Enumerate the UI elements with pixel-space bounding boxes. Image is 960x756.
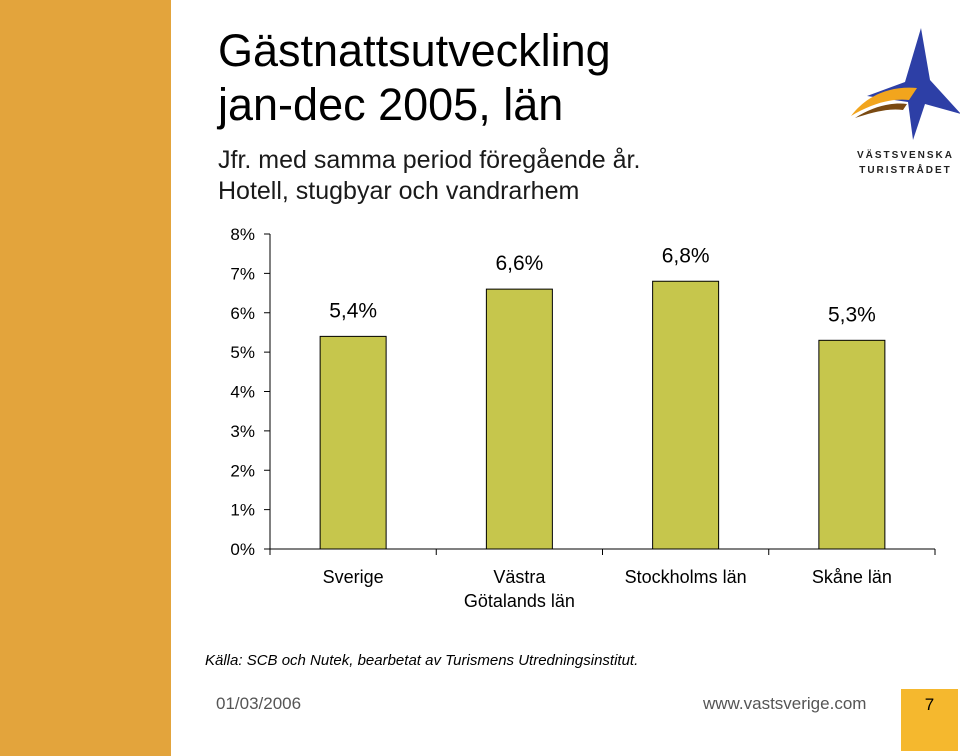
footer-url[interactable]: www.vastsverige.com	[703, 694, 867, 713]
logo-text-line-2: TURISTRÅDET	[859, 165, 952, 176]
data-label: 5,3%	[828, 303, 876, 326]
bar	[818, 339, 886, 550]
bar	[652, 280, 720, 550]
side-bar	[0, 0, 171, 756]
category-label: Skåne län	[812, 567, 892, 587]
category-label: Götalands län	[464, 591, 575, 611]
source-note: Källa: SCB och Nutek, bearbetat av Turis…	[205, 652, 639, 669]
logo-swoosh-dark-icon	[855, 103, 907, 118]
y-tick-label: 3%	[230, 422, 255, 441]
title-line-1: Gästnattsutveckling	[218, 25, 611, 76]
y-tick-label: 2%	[230, 461, 255, 480]
category-label: Västra	[493, 567, 546, 587]
slide-title: Gästnattsutveckling jan-dec 2005, län	[218, 24, 611, 132]
subtitle-line-2: Hotell, stugbyar och vandrarhem	[218, 177, 580, 205]
logo-text-line-1: VÄSTSVENSKA	[856, 150, 954, 161]
footer-date: 01/03/2006	[216, 694, 302, 713]
category-label: Sverige	[323, 567, 384, 587]
page-number: 7	[924, 695, 935, 714]
category-label: Stockholms län	[625, 567, 747, 587]
y-tick-label: 5%	[230, 343, 255, 362]
subtitle-line-1: Jfr. med samma period föregående år.	[218, 146, 641, 174]
logo-star-icon	[867, 28, 960, 140]
data-label: 6,8%	[662, 244, 710, 267]
page-number-box: 7	[901, 689, 958, 751]
logo-swoosh-icon	[851, 87, 917, 116]
bar	[485, 288, 553, 550]
vastsvenska-turistradet-logo	[851, 28, 960, 140]
y-tick-label: 7%	[230, 264, 255, 283]
y-tick-label: 0%	[230, 540, 255, 559]
y-tick-label: 1%	[230, 501, 255, 520]
y-tick-label: 6%	[230, 304, 255, 323]
data-label: 6,6%	[495, 252, 543, 275]
data-label: 5,4%	[329, 299, 377, 322]
title-line-2: jan-dec 2005, län	[218, 79, 564, 130]
slide-subtitle: Jfr. med samma period föregående år. Hot…	[218, 145, 640, 207]
y-tick-label: 4%	[230, 383, 255, 402]
y-tick-label: 8%	[230, 225, 255, 244]
bar	[319, 335, 387, 550]
